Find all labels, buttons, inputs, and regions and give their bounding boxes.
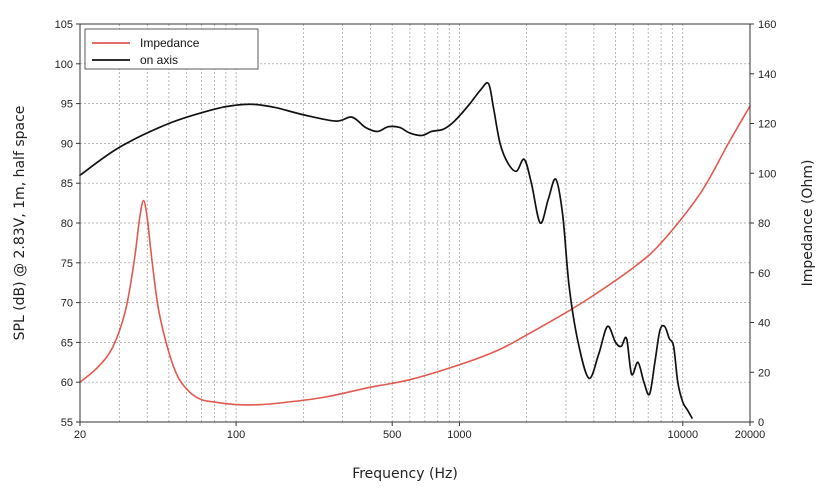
y-tick-label: 70 — [61, 298, 73, 310]
y2-tick-label: 0 — [758, 417, 764, 429]
y-tick-label: 85 — [61, 178, 73, 190]
y-tick-label: 65 — [61, 337, 73, 349]
plot-area — [80, 24, 750, 422]
series-layer — [79, 81, 751, 419]
y-tick-label: 105 — [55, 19, 73, 31]
legend: Impedance on axis — [84, 28, 259, 70]
y2-tick-label: 60 — [758, 268, 770, 280]
y-tick-label: 95 — [61, 99, 73, 111]
x-tick-label: 100 — [227, 429, 245, 441]
y-tick-label: 100 — [55, 59, 73, 71]
y-tick-label: 55 — [61, 417, 73, 429]
legend-label-on-axis: on axis — [140, 53, 178, 67]
y-axis-label: SPL (dB) @ 2.83V, 1m, half space — [12, 106, 28, 341]
x-tick-label: 10000 — [667, 429, 698, 441]
y2-tick-label: 80 — [758, 218, 770, 230]
y2-tick-label: 20 — [758, 367, 770, 379]
y2-axis-label: Impedance (Ohm) — [800, 160, 816, 287]
y-tick-label: 75 — [61, 258, 73, 270]
series-line-impedance — [79, 105, 751, 406]
y2-tick-label: 160 — [758, 19, 776, 31]
x-axis-label: Frequency (Hz) — [352, 466, 458, 482]
legend-box — [84, 28, 259, 70]
tick-labels: 55 60 65 70 75 80 85 90 95 100 105 0 20 40 60 80 100 120 1… — [55, 19, 777, 441]
x-tick-label: 20 — [74, 429, 86, 441]
x-tick-label: 20000 — [735, 429, 766, 441]
x-tick-label: 500 — [383, 429, 401, 441]
y2-tick-label: 100 — [758, 168, 776, 180]
x-tick-label: 1000 — [447, 429, 471, 441]
y2-tick-label: 120 — [758, 119, 776, 131]
y2-tick-label: 40 — [758, 318, 770, 330]
legend-label-impedance: Impedance — [140, 36, 200, 50]
y-tick-label: 60 — [61, 377, 73, 389]
series-line-on-axis — [79, 81, 693, 419]
y-tick-label: 80 — [61, 218, 73, 230]
y-tick-label: 90 — [61, 138, 73, 150]
y2-tick-label: 140 — [758, 69, 776, 81]
